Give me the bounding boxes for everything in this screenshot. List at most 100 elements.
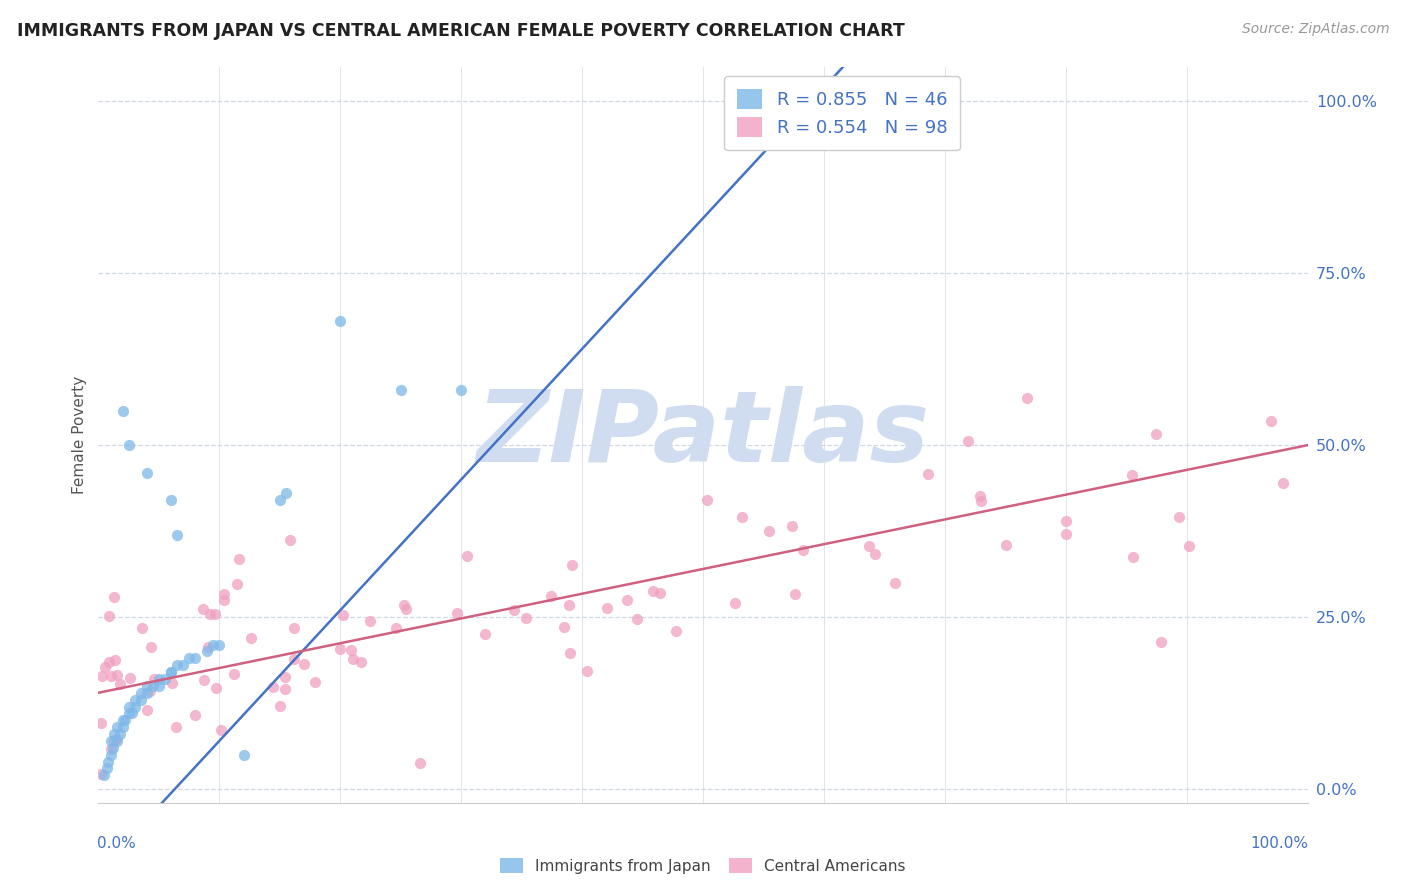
Point [100, 747, 122, 762]
Point [108, 727, 131, 741]
Point [969, 489, 991, 503]
Point [118, 699, 141, 714]
Point [626, 612, 648, 626]
Point [616, 592, 638, 607]
Point [956, 434, 979, 448]
Point [103, 733, 125, 747]
Point [191, 602, 214, 616]
Point [166, 527, 188, 541]
Point [1178, 539, 1201, 553]
Point [1272, 475, 1295, 490]
Point [262, 680, 284, 694]
Point [195, 644, 218, 658]
Point [456, 549, 478, 563]
Point [392, 599, 415, 613]
Point [184, 707, 207, 722]
Point [110, 677, 132, 691]
Point [160, 665, 183, 680]
Point [1122, 549, 1144, 564]
Point [970, 493, 993, 508]
Point [917, 467, 939, 481]
Point [111, 720, 134, 734]
Point [105, 734, 128, 748]
Point [884, 576, 907, 591]
Point [557, 598, 579, 612]
Point [724, 596, 747, 610]
Point [225, 577, 247, 591]
Point [576, 664, 599, 678]
Point [153, 672, 176, 686]
Point [100, 734, 122, 748]
Point [474, 626, 496, 640]
Point [350, 655, 373, 669]
Text: 0.0%: 0.0% [97, 836, 136, 851]
Point [408, 756, 430, 770]
Point [329, 641, 352, 656]
Text: Source: ZipAtlas.com: Source: ZipAtlas.com [1241, 22, 1389, 37]
Point [172, 658, 194, 673]
Point [90, 669, 112, 683]
Point [596, 600, 619, 615]
Point [121, 706, 143, 721]
Point [101, 740, 124, 755]
Point [395, 601, 418, 615]
Legend: R = 0.855   N = 46, R = 0.554   N = 98: R = 0.855 N = 46, R = 0.554 N = 98 [724, 76, 960, 150]
Point [232, 747, 254, 762]
Y-axis label: Female Poverty: Female Poverty [72, 376, 87, 494]
Point [131, 621, 153, 635]
Point [105, 731, 128, 746]
Point [205, 681, 228, 695]
Point [139, 640, 162, 654]
Point [283, 621, 305, 635]
Point [135, 466, 157, 480]
Point [212, 593, 235, 607]
Point [239, 631, 262, 645]
Point [228, 552, 250, 566]
Point [304, 675, 326, 690]
Point [274, 486, 297, 500]
Point [540, 589, 562, 603]
Point [641, 584, 664, 599]
Point [446, 606, 468, 620]
Point [858, 539, 880, 553]
Point [97, 755, 120, 769]
Point [129, 692, 152, 706]
Point [561, 558, 583, 573]
Point [278, 533, 301, 547]
Point [450, 383, 472, 397]
Point [1015, 391, 1038, 405]
Point [142, 679, 165, 693]
Point [1054, 514, 1077, 528]
Point [384, 621, 406, 635]
Point [184, 651, 207, 665]
Point [359, 614, 381, 628]
Text: IMMIGRANTS FROM JAPAN VS CENTRAL AMERICAN FEMALE POVERTY CORRELATION CHART: IMMIGRANTS FROM JAPAN VS CENTRAL AMERICA… [17, 22, 904, 40]
Point [283, 652, 305, 666]
Point [780, 519, 803, 533]
Point [142, 672, 165, 686]
Point [165, 720, 187, 734]
Point [292, 657, 315, 672]
Point [863, 547, 886, 561]
Point [792, 543, 814, 558]
Point [1144, 427, 1167, 442]
Point [160, 493, 183, 508]
Point [202, 638, 225, 652]
Point [118, 706, 141, 721]
Point [135, 686, 157, 700]
Point [274, 682, 297, 697]
Point [111, 713, 134, 727]
Point [274, 670, 297, 684]
Point [90, 767, 112, 781]
Point [1260, 414, 1282, 428]
Point [138, 684, 160, 698]
Point [94, 660, 117, 674]
Point [650, 586, 672, 600]
Point [166, 658, 188, 673]
Point [118, 438, 141, 452]
Point [224, 667, 246, 681]
Point [783, 587, 806, 601]
Point [342, 652, 364, 666]
Point [135, 679, 157, 693]
Point [96, 761, 118, 775]
